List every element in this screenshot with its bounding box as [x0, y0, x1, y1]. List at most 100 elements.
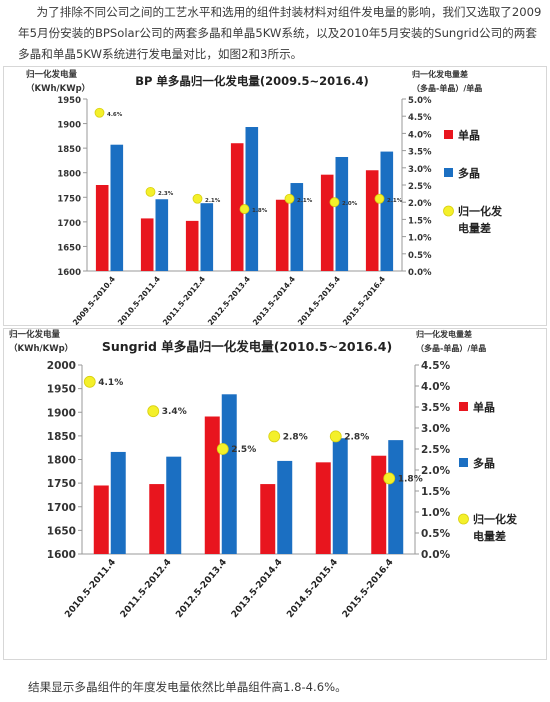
bar-poly	[221, 394, 237, 554]
diff-data-label: 4.1%	[98, 378, 123, 388]
y2-tick-label: 4.0%	[408, 130, 432, 140]
diff-marker	[192, 193, 203, 204]
bar-poly	[245, 127, 259, 271]
legend-label: 多晶	[458, 166, 480, 180]
y-axis-label: （KWh/KWp）	[9, 343, 73, 354]
y-tick-label: 1600	[47, 549, 76, 561]
y2-tick-label: 4.0%	[421, 381, 451, 393]
x-tick-label: 2012.5-2013.4	[206, 275, 252, 325]
bar-mono	[365, 170, 379, 271]
bar-mono	[149, 484, 165, 554]
y2-tick-label: 2.5%	[408, 182, 432, 192]
y-tick-label: 1950	[47, 384, 76, 396]
diff-data-label: 2.0%	[342, 201, 358, 207]
y2-tick-label: 2.5%	[421, 444, 451, 456]
diff-marker	[239, 204, 250, 214]
y2-axis-label: 归一化发电量差	[416, 329, 472, 339]
y2-tick-label: 3.0%	[408, 165, 432, 175]
x-tick-label: 2010.5-2011.4	[116, 275, 162, 325]
y-axis-label: 归一化发电量	[9, 329, 61, 340]
y2-tick-label: 1.0%	[421, 507, 451, 519]
legend-marker	[458, 513, 469, 525]
diff-data-label: 4.6%	[107, 112, 123, 118]
intro-text: 为了排除不同公司之间的工艺水平和选用的组件封装材料对组件发电量的影响，我们又选取…	[18, 5, 542, 61]
bar-poly	[110, 451, 126, 554]
y2-axis-label: 归一化发电量差	[412, 69, 468, 79]
diff-marker	[374, 193, 385, 204]
diff-marker	[329, 197, 340, 208]
y2-tick-label: 0.0%	[408, 268, 432, 278]
y2-tick-label: 3.0%	[421, 423, 451, 435]
y-tick-label: 1600	[57, 268, 81, 278]
y-tick-label: 1650	[57, 243, 81, 253]
bar-mono	[140, 218, 154, 271]
x-tick-label: 2010.5-2011.4	[63, 558, 118, 621]
chart-title: BP 单多晶归一化发电量(2009.5~2016.4)	[135, 74, 369, 88]
diff-marker	[329, 430, 342, 443]
bar-poly	[155, 199, 169, 271]
diff-data-label: 2.5%	[231, 445, 256, 455]
y-tick-label: 1650	[47, 525, 76, 537]
y-tick-label: 1800	[47, 455, 76, 467]
diff-data-label: 1.8%	[398, 474, 423, 484]
diff-data-label: 2.3%	[158, 191, 174, 197]
y2-tick-label: 2.0%	[408, 199, 432, 209]
y2-tick-label: 4.5%	[421, 360, 451, 372]
bar-poly	[110, 144, 124, 271]
y-tick-label: 1950	[57, 96, 81, 106]
intro-paragraph: 为了排除不同公司之间的工艺水平和选用的组件封装材料对组件发电量的影响，我们又选取…	[18, 2, 543, 65]
x-tick-label: 2014.5-2015.4	[296, 275, 342, 325]
y2-tick-label: 0.0%	[421, 549, 451, 561]
y2-tick-label: 2.0%	[421, 465, 451, 477]
y2-tick-label: 3.5%	[408, 148, 432, 158]
legend-swatch	[444, 168, 453, 177]
diff-marker	[268, 430, 281, 443]
x-tick-label: 2011.5-2012.4	[119, 558, 174, 621]
diff-data-label: 2.1%	[297, 198, 313, 204]
y-tick-label: 1800	[57, 170, 81, 180]
y2-tick-label: 5.0%	[408, 96, 432, 106]
legend-swatch	[444, 130, 453, 139]
bar-poly	[166, 456, 182, 554]
legend-swatch	[459, 402, 468, 411]
bar-mono	[204, 416, 220, 554]
x-tick-label: 2014.5-2015.4	[285, 558, 340, 621]
x-tick-label: 2013.5-2014.4	[230, 558, 285, 621]
bar-mono	[230, 143, 244, 271]
bar-mono	[260, 484, 276, 554]
bar-mono	[93, 485, 109, 554]
y-tick-label: 1750	[47, 478, 76, 490]
y-tick-label: 1700	[57, 219, 81, 229]
y2-axis-label: （多晶-单晶）/单晶	[416, 343, 486, 353]
y-tick-label: 1900	[57, 121, 81, 131]
diff-data-label: 2.1%	[387, 198, 403, 204]
diff-marker	[145, 186, 156, 197]
x-tick-label: 2013.5-2014.4	[251, 275, 297, 325]
diff-marker	[147, 405, 160, 418]
bar-poly	[335, 156, 349, 271]
sungrid-chart-svg: Sungrid 单多晶归一化发电量(2010.5~2016.4) 归一化发电量 （K…	[9, 329, 518, 621]
diff-data-label: 2.8%	[283, 432, 308, 442]
bar-poly	[290, 183, 304, 271]
bar-poly	[388, 440, 404, 554]
legend-label: 电量差	[458, 221, 491, 235]
bar-mono	[95, 185, 109, 271]
legend-label: 电量差	[473, 529, 506, 543]
legend-label: 多晶	[473, 456, 495, 470]
bar-mono	[275, 199, 289, 271]
diff-data-label: 2.8%	[344, 432, 369, 442]
diff-marker	[216, 443, 229, 455]
bar-mono	[185, 220, 199, 271]
bar-poly	[200, 203, 214, 271]
x-tick-label: 2009.5-2010.4	[71, 275, 117, 325]
bar-mono	[315, 462, 331, 554]
legend-label: 单晶	[458, 128, 480, 142]
y-tick-label: 1900	[47, 407, 76, 419]
y2-tick-label: 0.5%	[421, 528, 451, 540]
bar-mono	[371, 455, 387, 554]
y2-tick-label: 3.5%	[421, 402, 451, 414]
legend-label: 归一化发	[473, 512, 518, 526]
y2-tick-label: 1.5%	[408, 216, 432, 226]
x-tick-label: 2015.5-2016.4	[341, 275, 387, 325]
diff-marker	[94, 107, 105, 118]
